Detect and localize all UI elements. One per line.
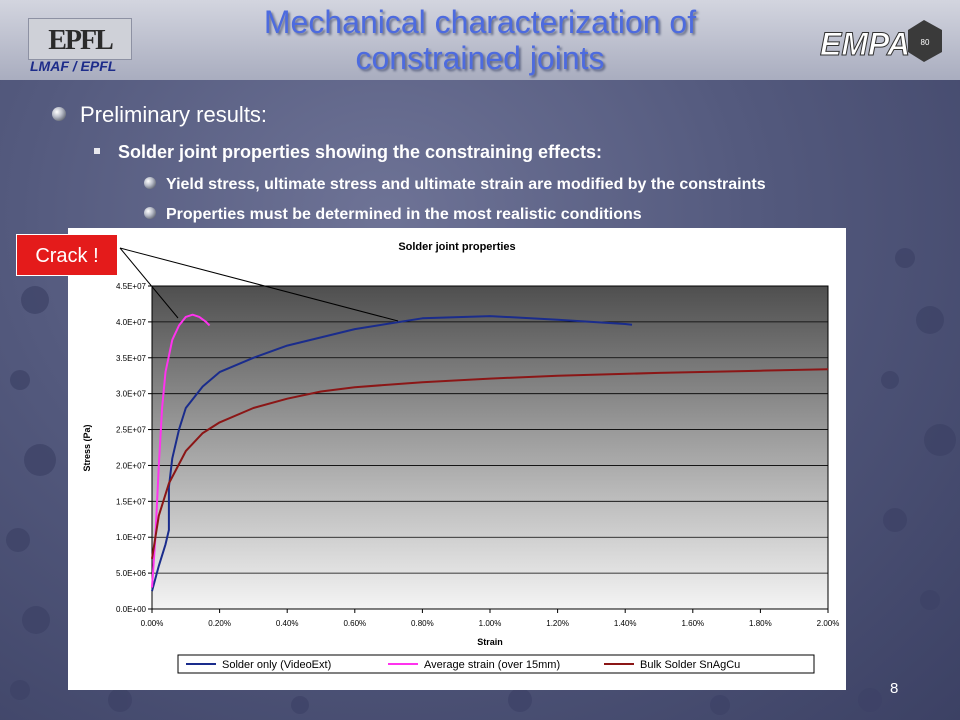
slide-title-line2: constrained joints: [355, 40, 605, 76]
epfl-logo-text: EPFL: [48, 25, 113, 56]
stress-strain-chart: Solder joint properties 0.0E+00 5.0E+06 1.…: [82, 241, 840, 674]
y-tick-label: 3.0E+07: [116, 390, 147, 399]
x-tick-label: 0.60%: [343, 619, 366, 628]
crack-pointer-line-1: [119, 247, 179, 319]
lmaf-caption: LMAF / EPFL: [30, 58, 117, 74]
title-bar: [0, 0, 960, 80]
y-tick-label: 0.0E+00: [116, 605, 147, 614]
chart-panel: Solder joint properties 0.0E+00 5.0E+06 1.…: [68, 228, 846, 690]
y-tick-label: 1.0E+07: [116, 533, 147, 542]
slide-title-line1: Mechanical characterization of: [263, 4, 697, 40]
bullet-level3-a: Yield stress, ultimate stress and ultima…: [144, 176, 766, 194]
series-line-1: [151, 315, 633, 592]
x-tick-label: 1.80%: [749, 619, 772, 628]
bullet-level3-b: Properties must be determined in the mos…: [144, 206, 642, 224]
empa-logo-text: EMPA: [820, 26, 910, 62]
y-tick-label: 3.5E+07: [116, 354, 147, 363]
legend-box: [177, 654, 815, 674]
x-tick-label: 1.60%: [681, 619, 704, 628]
legend-label-3: Bulk Solder SnAgCu: [640, 659, 740, 671]
x-tick-label: 0.80%: [411, 619, 434, 628]
bullet-level2: Solder joint properties showing the cons…: [94, 142, 602, 163]
x-tick-label: 1.20%: [546, 619, 569, 628]
series-line-2: [151, 313, 211, 588]
slide-title: Mechanical characterization of constrain…: [200, 4, 760, 76]
x-tick-label: 1.00%: [479, 619, 502, 628]
svg-text:80: 80: [921, 38, 930, 47]
bullet-square-icon: [94, 148, 100, 155]
legend-label-1: Solder only (VideoExt): [222, 659, 331, 671]
x-axis-label: Strain: [477, 637, 503, 647]
series-line-3: [151, 368, 829, 559]
empa-logo: EMPA 80: [818, 18, 944, 64]
x-tick-label: 0.20%: [208, 619, 231, 628]
y-axis-label: Stress (Pa): [82, 424, 92, 471]
y-tick-label: 1.5E+07: [116, 497, 147, 506]
y-tick-label: 5.0E+06: [116, 569, 147, 578]
bullet-ball-icon: [52, 107, 66, 122]
y-tick-label: 4.5E+07: [116, 282, 147, 291]
x-tick-label: 0.00%: [141, 619, 164, 628]
chart-title: Solder joint properties: [398, 241, 515, 253]
legend-label-2: Average strain (over 15mm): [424, 659, 560, 671]
x-tick-label: 0.40%: [276, 619, 299, 628]
y-tick-label: 4.0E+07: [116, 318, 147, 327]
x-tick-label: 2.00%: [817, 619, 840, 628]
bullet-level1: Preliminary results:: [52, 102, 267, 128]
crack-pointer-line-2: [119, 247, 399, 322]
x-tick-label: 1.40%: [614, 619, 637, 628]
page-number: 8: [890, 680, 899, 697]
bullet-ball-icon: [144, 206, 156, 219]
plot-area: [151, 285, 829, 610]
crack-callout: Crack !: [16, 234, 118, 276]
bullet-ball-icon: [144, 176, 156, 189]
epfl-logo: EPFL: [28, 18, 132, 60]
y-tick-label: 2.5E+07: [116, 426, 147, 435]
y-tick-label: 2.0E+07: [116, 461, 147, 470]
